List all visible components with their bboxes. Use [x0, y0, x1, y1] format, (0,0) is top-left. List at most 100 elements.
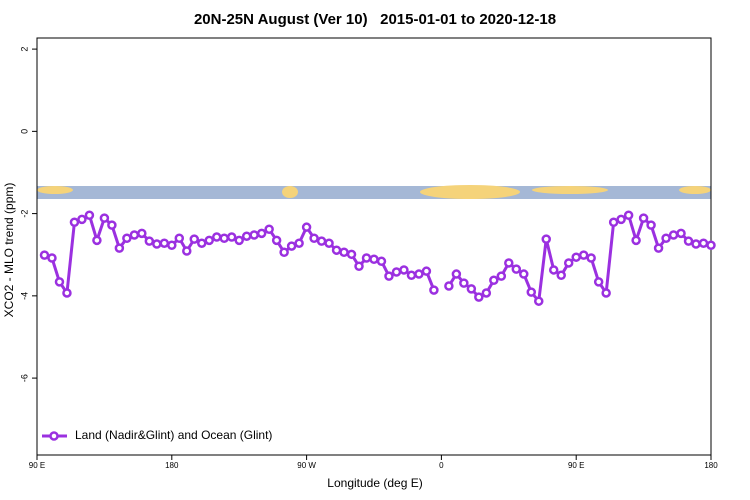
- data-point: [623, 210, 634, 220]
- y-tick-label: -2: [19, 210, 29, 218]
- data-point: [92, 235, 102, 246]
- data-point: [346, 249, 357, 260]
- chart-title: 20N-25N August (Ver 10) 2015-01-01 to 20…: [194, 11, 556, 28]
- data-point: [47, 253, 57, 263]
- data-point: [301, 222, 312, 232]
- data-point: [256, 228, 267, 239]
- data-point: [444, 281, 454, 291]
- data-point: [608, 217, 619, 227]
- data-point: [466, 284, 477, 294]
- data-point: [541, 234, 551, 244]
- data-point: [152, 239, 162, 249]
- data-point: [114, 243, 125, 253]
- data-point: [571, 252, 581, 262]
- data-point: [331, 245, 342, 255]
- data-point: [548, 265, 559, 275]
- data-point: [496, 271, 507, 281]
- x-tick-label: 180: [704, 461, 718, 470]
- data-point: [414, 269, 424, 279]
- data-point: [376, 256, 387, 267]
- data-point: [489, 275, 499, 285]
- data-point: [481, 288, 492, 298]
- map-strip: [37, 185, 711, 199]
- data-point: [271, 235, 282, 246]
- data-point: [421, 266, 432, 276]
- data-point: [226, 232, 237, 242]
- data-point: [77, 214, 87, 225]
- data-point: [616, 214, 626, 225]
- data-point: [84, 210, 95, 220]
- data-point: [601, 288, 611, 298]
- data-point: [182, 246, 192, 256]
- x-axis-label: Longitude (deg E): [327, 476, 422, 490]
- data-point: [586, 253, 596, 263]
- data-point: [279, 247, 289, 258]
- data-point: [638, 213, 649, 223]
- data-point: [706, 240, 716, 251]
- data-point: [249, 230, 259, 240]
- x-tick-label: 90 E: [29, 461, 45, 470]
- y-tick-label: 0: [19, 129, 29, 134]
- data-point: [219, 233, 229, 244]
- data-point: [129, 230, 140, 240]
- data-point: [369, 254, 379, 264]
- data-point: [683, 236, 694, 246]
- data-point: [698, 238, 709, 248]
- data-point: [459, 278, 469, 288]
- data-point: [339, 247, 349, 258]
- data-point: [189, 234, 200, 244]
- x-tick-label: 90 W: [297, 461, 316, 470]
- data-point: [137, 228, 147, 239]
- data-point: [451, 269, 462, 279]
- data-point: [646, 220, 656, 230]
- data-point: [391, 267, 402, 277]
- data-point: [211, 232, 222, 242]
- data-point: [234, 235, 244, 246]
- data-point: [519, 269, 529, 279]
- y-tick-label: 2: [19, 47, 29, 52]
- data-point: [556, 270, 566, 281]
- data-point: [174, 233, 185, 244]
- y-tick-label: -6: [19, 374, 29, 382]
- data-point: [324, 238, 334, 248]
- y-tick-label: -4: [19, 292, 29, 300]
- data-point: [384, 271, 394, 281]
- x-tick-label: 0: [439, 461, 444, 470]
- data-point: [122, 233, 132, 244]
- data-point: [69, 217, 80, 227]
- data-point: [526, 287, 537, 297]
- data-point: [294, 238, 304, 248]
- data-point: [668, 230, 679, 240]
- data-point: [406, 270, 417, 281]
- data-point: [361, 253, 372, 263]
- legend-label: Land (Nadir&Glint) and Ocean (Glint): [75, 428, 272, 442]
- x-tick-label: 90 E: [568, 461, 584, 470]
- data-point: [99, 213, 110, 223]
- data-point: [62, 288, 72, 298]
- data-point: [504, 258, 514, 268]
- data-point: [197, 238, 207, 248]
- x-tick-label: 180: [165, 461, 179, 470]
- data-point: [241, 231, 252, 241]
- line-series: [43, 213, 436, 298]
- data-point: [39, 250, 50, 260]
- data-point: [631, 235, 641, 246]
- data-point: [578, 250, 589, 260]
- data-point: [107, 220, 117, 230]
- data-point: [593, 277, 604, 287]
- data-point: [144, 236, 155, 246]
- data-point: [653, 243, 664, 253]
- data-point: [316, 236, 327, 246]
- data-point: [661, 233, 671, 244]
- data-point: [691, 239, 701, 249]
- data-point: [354, 261, 364, 271]
- data-point: [204, 235, 214, 246]
- data-point: [286, 241, 297, 251]
- data-point: [676, 228, 686, 239]
- data-point: [167, 240, 177, 251]
- data-point: [474, 292, 484, 302]
- data-point: [264, 224, 274, 234]
- data-point: [399, 265, 409, 275]
- y-axis-label: XCO2 - MLO trend (ppm): [2, 183, 16, 318]
